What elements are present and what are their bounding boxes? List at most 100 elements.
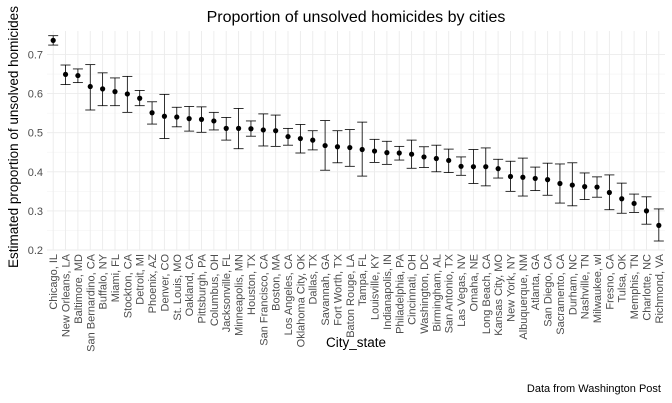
x-tick-label: Miami, FL — [110, 254, 122, 302]
x-tick-label: San Bernardino, CA — [85, 253, 97, 351]
city-estimate — [60, 64, 71, 85]
city-estimate — [283, 127, 294, 146]
estimate-point — [161, 113, 168, 119]
x-tick-label: New Orleans, LA — [61, 253, 73, 337]
x-tick-label: Boston, MA — [271, 253, 283, 311]
x-tick-label: Detroit, MI — [135, 254, 147, 305]
x-tick-label: Fort Worth, TX — [332, 253, 344, 325]
city-estimate — [147, 101, 158, 125]
x-tick-label: Milwaukee, wI — [592, 254, 604, 323]
x-tick-label: New York, NY — [506, 253, 518, 322]
x-tick-label: Oklahoma City, OK — [295, 253, 307, 347]
estimate-point — [211, 118, 217, 124]
estimate-point — [186, 116, 192, 122]
x-tick-label: Houston, TX — [246, 253, 258, 315]
y-axis-title: Estimated proportion of unsolved homicid… — [6, 6, 21, 268]
x-tick-label: Tampa, FL — [357, 254, 369, 306]
x-tick-label: Memphis, TN — [629, 254, 641, 319]
x-tick-label: Buffalo, NY — [98, 253, 110, 309]
grid — [47, 31, 665, 251]
estimate-point — [334, 144, 341, 150]
estimate-point — [174, 114, 180, 120]
plot-title: Proportion of unsolved homicides by citi… — [207, 9, 506, 26]
x-tick-label: Sacramento, CA — [555, 253, 567, 334]
city-estimate — [505, 160, 516, 192]
x-tick-label: San Antonio, TX — [444, 253, 456, 333]
estimate-point — [557, 180, 563, 187]
city-estimate — [332, 130, 343, 164]
city-estimate — [270, 114, 281, 147]
estimate-point — [520, 174, 526, 180]
city-estimate — [443, 148, 454, 173]
city-estimate — [72, 68, 83, 84]
estimate-point — [446, 157, 452, 164]
city-estimate — [48, 35, 59, 46]
estimate-point — [198, 116, 205, 122]
x-tick-label: Pittsburgh, PA — [197, 253, 209, 323]
y-tick-label: 0.4 — [28, 167, 43, 179]
city-estimate — [221, 117, 232, 141]
city-estimate — [394, 145, 405, 161]
estimate-point — [87, 83, 93, 90]
x-tick-label: Los Angeles, CA — [283, 253, 295, 335]
city-estimate — [320, 120, 331, 171]
x-tick-label: Birmingham, AL — [431, 254, 443, 332]
city-estimate — [418, 146, 429, 168]
x-tick-label: Savannah, GA — [320, 253, 332, 325]
estimate-point — [75, 72, 81, 79]
x-tick-label: Denver, CO — [159, 254, 171, 312]
estimate-point — [248, 126, 254, 132]
city-estimate — [567, 162, 578, 207]
x-tick-label: Phoenix, AZ — [147, 254, 159, 314]
estimate-point — [273, 128, 279, 134]
x-tick-label: Columbus, OH — [209, 254, 221, 326]
estimate-point — [544, 177, 551, 183]
city-estimate — [456, 156, 467, 176]
city-estimate — [85, 64, 96, 111]
x-tick-label: Baton Rouge, LA — [345, 253, 357, 337]
estimate-point — [285, 133, 291, 140]
estimate-point — [458, 163, 464, 169]
city-estimate — [307, 130, 318, 151]
estimate-point — [124, 91, 130, 97]
estimate-point — [594, 184, 600, 190]
estimate-point — [62, 71, 69, 78]
x-tick-label: Oakland, CA — [184, 253, 196, 316]
x-tick-label: Jacksonville, FL — [221, 254, 233, 332]
city-estimate — [196, 106, 207, 133]
estimate-point — [656, 222, 662, 228]
estimate-point — [235, 125, 242, 131]
y-tick-label: 0.5 — [28, 128, 43, 140]
estimate-point — [409, 151, 415, 157]
city-estimate — [134, 90, 145, 107]
x-tick-label: San Diego, CA — [543, 253, 555, 326]
city-estimate — [122, 75, 133, 113]
x-tick-label: Atlanta, GA — [530, 253, 542, 310]
y-tick-labels: 0.2 0.3 0.4 0.5 0.6 0.7 — [28, 49, 43, 257]
x-tick-label: Baltimore, MD — [73, 254, 85, 324]
x-tick-label: Tulsa, OK — [617, 253, 629, 302]
city-estimate — [480, 147, 491, 187]
estimate-point — [582, 184, 588, 190]
city-estimate — [592, 176, 603, 198]
city-estimate — [357, 121, 368, 177]
estimate-point — [137, 95, 143, 101]
caption: Data from Washington Post — [527, 383, 661, 395]
estimate-point — [631, 200, 637, 207]
estimate-point — [606, 189, 612, 196]
estimate-point — [359, 146, 365, 153]
x-tick-label: Albuquerque, NM — [518, 254, 530, 340]
x-tick-label: Charlotte, NC — [641, 254, 653, 321]
city-estimate — [295, 124, 306, 154]
y-tick-label: 0.3 — [28, 206, 43, 218]
city-estimate — [604, 174, 615, 211]
city-estimate — [171, 106, 182, 128]
city-estimate — [579, 172, 590, 200]
x-tick-label: Richmond, VA — [654, 253, 666, 323]
y-tick-label: 0.7 — [28, 49, 43, 61]
y-tick-label: 0.6 — [28, 89, 43, 101]
estimate-point — [619, 196, 625, 202]
estimate-point — [260, 127, 266, 133]
estimate-point — [223, 125, 229, 131]
estimate-point — [507, 173, 514, 180]
